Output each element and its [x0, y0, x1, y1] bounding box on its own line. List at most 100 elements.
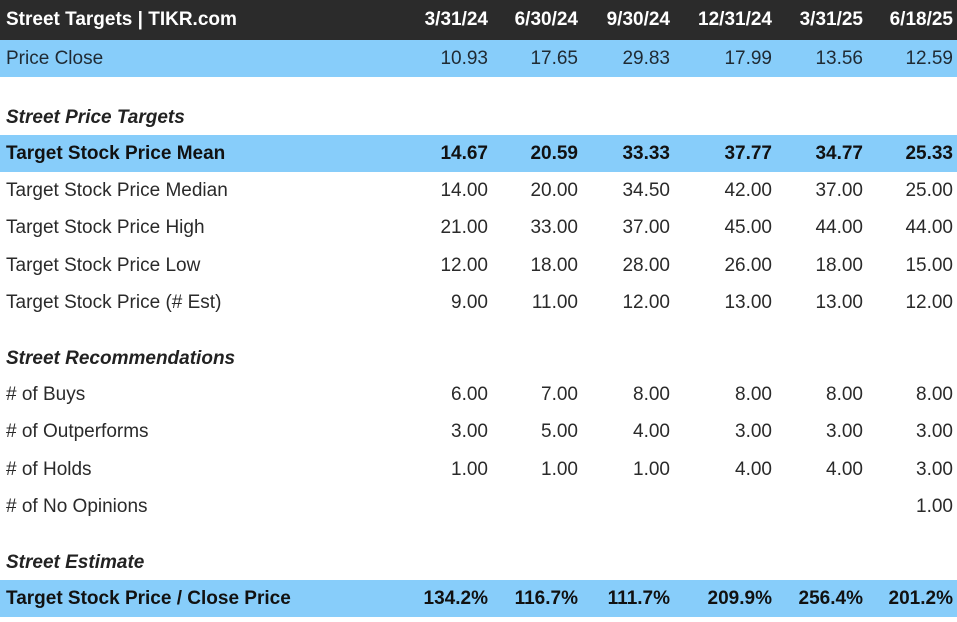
row-value: 26.00 [724, 254, 772, 276]
row-value: 10.93 [440, 47, 488, 69]
date-header: 9/30/24 [606, 9, 670, 30]
row-value: 11.00 [531, 292, 578, 314]
row-label: Target Stock Price Mean [6, 142, 226, 164]
row-value: 42.00 [724, 179, 772, 201]
row-value: 4.00 [633, 421, 670, 443]
row-label: Target Stock Price (# Est) [6, 292, 222, 314]
row-value: 111.7% [607, 587, 670, 609]
row-label: Price Close [6, 47, 104, 69]
row-value: 8.00 [633, 383, 670, 405]
spacer [0, 526, 957, 545]
table-row-holds: # of Holds 1.00 1.00 1.00 4.00 4.00 3.00 [0, 451, 957, 489]
row-label: Target Stock Price Low [6, 254, 201, 276]
row-value: 8.00 [826, 383, 863, 405]
row-value: 134.2% [423, 587, 488, 609]
row-value: 3.00 [735, 421, 772, 443]
table-row-target-high: Target Stock Price High 21.00 33.00 37.0… [0, 210, 957, 248]
row-value: 12.00 [905, 292, 953, 314]
table-row-target-low: Target Stock Price Low 12.00 18.00 28.00… [0, 247, 957, 285]
row-value: 18.00 [530, 254, 578, 276]
row-value: 34.50 [622, 179, 670, 201]
table-row-target-over-close: Target Stock Price / Close Price 134.2% … [0, 580, 957, 617]
row-value: 37.00 [622, 217, 670, 239]
spacer [0, 322, 957, 341]
table-row-no-opinions: # of No Opinions 1.00 [0, 489, 957, 527]
row-value: 12.00 [440, 254, 488, 276]
row-value: 18.00 [815, 254, 863, 276]
row-value: 13.00 [815, 292, 863, 314]
date-header: 6/30/24 [514, 9, 578, 30]
row-label: Target Stock Price / Close Price [6, 587, 291, 609]
row-value: 201.2% [888, 587, 953, 609]
row-label: # of Holds [6, 458, 92, 480]
row-value: 17.99 [724, 47, 772, 69]
row-value: 116.7% [514, 587, 578, 609]
section-title-price-targets: Street Price Targets [0, 100, 957, 135]
row-value: 34.77 [815, 142, 863, 164]
row-value: 14.00 [440, 179, 488, 201]
row-value: 25.00 [905, 179, 953, 201]
table-title: Street Targets | TIKR.com [6, 9, 237, 30]
date-header: 6/18/25 [889, 9, 953, 30]
row-value: 8.00 [916, 383, 953, 405]
row-value: 3.00 [916, 421, 953, 443]
row-value: 21.00 [440, 217, 488, 239]
row-value: 12.59 [905, 47, 953, 69]
row-label: # of Buys [6, 383, 86, 405]
table-row-buys: # of Buys 6.00 7.00 8.00 8.00 8.00 8.00 [0, 376, 957, 414]
row-value: 15.00 [905, 254, 953, 276]
row-value: 45.00 [724, 217, 772, 239]
section-title-estimate: Street Estimate [0, 545, 957, 580]
row-value: 3.00 [916, 458, 953, 480]
row-value: 1.00 [451, 458, 488, 480]
row-value: 25.33 [905, 142, 953, 164]
row-value: 14.67 [440, 142, 488, 164]
row-value: 37.00 [815, 179, 863, 201]
row-value: 8.00 [735, 383, 772, 405]
row-value: 256.4% [798, 587, 863, 609]
spacer [0, 77, 957, 100]
section-title: Street Price Targets [6, 106, 185, 128]
row-label: Target Stock Price Median [6, 179, 228, 201]
row-value: 3.00 [451, 421, 488, 443]
row-value: 209.9% [707, 587, 772, 609]
row-value: 20.59 [530, 142, 578, 164]
table-row-target-median: Target Stock Price Median 14.00 20.00 34… [0, 172, 957, 210]
row-value: 9.00 [451, 292, 488, 314]
table-row-outperforms: # of Outperforms 3.00 5.00 4.00 3.00 3.0… [0, 414, 957, 452]
date-header: 3/31/25 [799, 9, 863, 30]
section-title: Street Estimate [6, 551, 145, 573]
row-value: 13.00 [724, 292, 772, 314]
row-value: 13.56 [815, 47, 863, 69]
row-value: 3.00 [826, 421, 863, 443]
row-value: 20.00 [530, 179, 578, 201]
date-header: 12/31/24 [698, 9, 772, 30]
row-value: 4.00 [826, 458, 863, 480]
row-label: Target Stock Price High [6, 217, 205, 239]
row-label: # of No Opinions [6, 496, 148, 518]
row-value: 5.00 [541, 421, 578, 443]
row-label: # of Outperforms [6, 421, 149, 443]
row-value: 44.00 [905, 217, 953, 239]
row-value: 12.00 [622, 292, 670, 314]
table-row-target-est: Target Stock Price (# Est) 9.00 11.00 12… [0, 285, 957, 323]
section-title-recommendations: Street Recommendations [0, 341, 957, 376]
date-header: 3/31/24 [424, 9, 488, 30]
row-value: 6.00 [451, 383, 488, 405]
section-title: Street Recommendations [6, 347, 236, 369]
row-value: 44.00 [815, 217, 863, 239]
row-value: 37.77 [724, 142, 772, 164]
row-value: 29.83 [622, 47, 670, 69]
row-value: 28.00 [622, 254, 670, 276]
row-value: 33.00 [530, 217, 578, 239]
row-value: 4.00 [735, 458, 772, 480]
price-close-row: Price Close 10.93 17.65 29.83 17.99 13.5… [0, 40, 957, 77]
table-header: Street Targets | TIKR.com 3/31/24 6/30/2… [0, 0, 957, 40]
row-value: 7.00 [541, 383, 578, 405]
table-row-target-mean: Target Stock Price Mean 14.67 20.59 33.3… [0, 135, 957, 172]
row-value: 17.65 [530, 47, 578, 69]
row-value: 1.00 [633, 458, 670, 480]
row-value: 1.00 [541, 458, 578, 480]
row-value: 1.00 [916, 496, 953, 518]
